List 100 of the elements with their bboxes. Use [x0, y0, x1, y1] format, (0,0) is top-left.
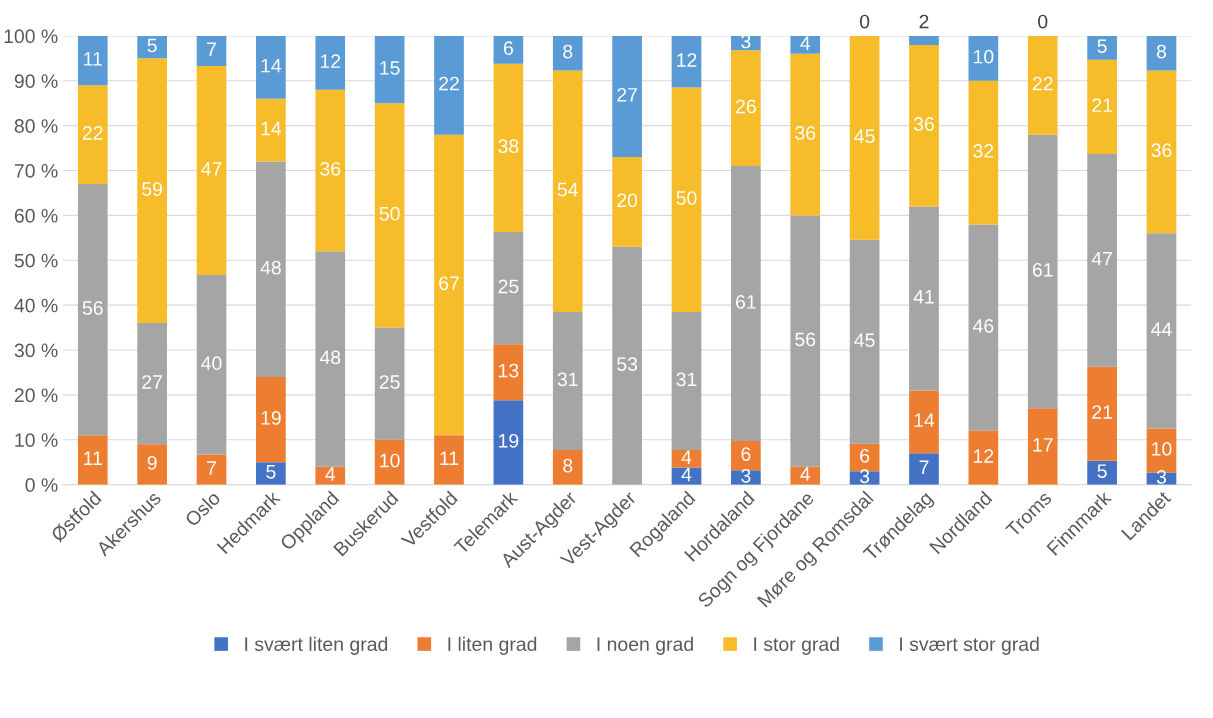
data-label: 8	[563, 44, 573, 59]
data-label: 15	[380, 61, 400, 75]
y-tick-label: 60 %	[14, 208, 58, 223]
bar	[196, 65, 227, 276]
data-label: 22	[1032, 76, 1053, 91]
data-label: 8	[1156, 44, 1167, 59]
bar	[493, 232, 524, 345]
bar	[434, 435, 464, 485]
bar	[552, 35, 583, 71]
data-label: 59	[142, 182, 163, 196]
data-label: 32	[973, 144, 994, 158]
legend-label: I noen grad	[597, 636, 693, 655]
bar	[909, 206, 939, 391]
data-label: 7	[207, 461, 216, 475]
data-label: 20	[617, 193, 638, 208]
bar	[434, 134, 464, 436]
data-label: 17	[1033, 438, 1053, 452]
data-label: 38	[498, 139, 519, 154]
data-label: 4	[325, 467, 336, 481]
bar	[315, 89, 346, 252]
data-label: 13	[499, 363, 519, 378]
data-label: 36	[795, 126, 816, 140]
bar	[1027, 134, 1058, 409]
y-tick-label: 100 %	[4, 29, 58, 44]
bar	[552, 450, 583, 485]
data-label: 54	[557, 182, 578, 197]
data-label: 10	[380, 453, 400, 468]
bar	[671, 311, 702, 451]
data-label: 4	[800, 36, 811, 50]
bar	[77, 435, 108, 485]
data-label: 31	[557, 372, 578, 387]
data-label: 21	[1092, 405, 1112, 419]
bar	[77, 183, 108, 436]
data-label: 61	[736, 295, 756, 309]
bar	[493, 63, 524, 232]
bar	[790, 35, 821, 54]
data-label: 47	[201, 162, 222, 176]
data-label: 4	[681, 450, 692, 464]
bar	[1087, 59, 1117, 154]
y-tick-label: 70 %	[14, 163, 58, 178]
bar	[374, 103, 405, 328]
data-label: 7	[919, 460, 929, 474]
bar	[256, 376, 286, 463]
legend-label: I liten grad	[448, 636, 537, 655]
bar	[256, 161, 286, 377]
data-label: 36	[320, 161, 341, 176]
data-label: 50	[676, 191, 697, 205]
data-label: 14	[261, 121, 282, 136]
bar	[196, 275, 227, 455]
data-label: 41	[913, 290, 934, 304]
data-label: 22	[82, 126, 103, 140]
data-label: 48	[319, 350, 341, 365]
data-label: 12	[320, 54, 341, 68]
bar	[968, 224, 999, 431]
legend-label: I svært liten grad	[245, 636, 388, 655]
bar	[1146, 233, 1177, 429]
bar	[968, 35, 999, 81]
bar	[1146, 35, 1177, 71]
bar	[1027, 408, 1058, 485]
data-label: 3	[859, 469, 870, 484]
bar	[493, 344, 524, 401]
data-label: 5	[1097, 464, 1107, 478]
data-label: 25	[498, 279, 519, 294]
bar	[256, 98, 286, 162]
bar	[493, 400, 524, 485]
data-label: 5	[266, 465, 276, 479]
bar	[731, 441, 761, 471]
bar	[256, 35, 286, 99]
bar	[374, 35, 405, 104]
data-label: 14	[261, 58, 282, 73]
bar	[968, 430, 999, 485]
data-label: 36	[1151, 143, 1172, 158]
bar	[671, 450, 702, 468]
bar	[315, 35, 346, 90]
bar	[137, 58, 167, 324]
data-label: 46	[972, 319, 994, 333]
data-label: 48	[260, 260, 281, 275]
data-label: 36	[913, 117, 934, 131]
bar	[731, 166, 761, 442]
bar	[612, 246, 642, 485]
legend-label: I svært stor grad	[900, 636, 1039, 655]
data-label: 5	[1097, 39, 1107, 54]
bar	[374, 439, 405, 485]
bar	[790, 53, 821, 216]
data-label: 0	[859, 14, 870, 29]
data-label: 10	[974, 49, 994, 64]
data-label: 3	[1156, 470, 1167, 484]
bar	[1027, 35, 1058, 135]
bar	[552, 311, 583, 451]
bar	[849, 239, 880, 444]
data-label: 3	[741, 468, 751, 483]
bar	[731, 50, 761, 167]
data-label: 19	[499, 433, 519, 448]
y-tick-label: 30 %	[14, 343, 58, 358]
bar	[1146, 70, 1177, 234]
data-label: 40	[201, 356, 222, 371]
data-label: 67	[439, 276, 459, 291]
bar	[315, 251, 346, 467]
data-label: 31	[676, 372, 697, 387]
data-label: 50	[379, 206, 400, 221]
